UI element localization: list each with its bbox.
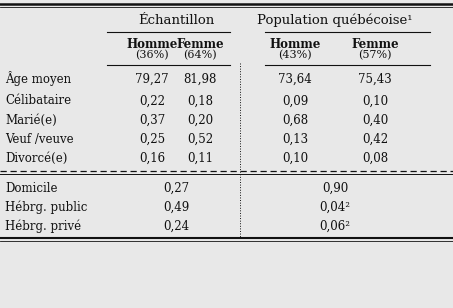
Text: (64%): (64%) bbox=[183, 50, 217, 60]
Text: Population québécoise¹: Population québécoise¹ bbox=[257, 13, 413, 27]
Text: 81,98: 81,98 bbox=[183, 72, 217, 86]
Text: 0,18: 0,18 bbox=[187, 95, 213, 107]
Text: 75,43: 75,43 bbox=[358, 72, 392, 86]
Text: 0,68: 0,68 bbox=[282, 114, 308, 127]
Text: Hébrg. public: Hébrg. public bbox=[5, 200, 87, 214]
Text: 0,10: 0,10 bbox=[362, 95, 388, 107]
Text: 0,13: 0,13 bbox=[282, 132, 308, 145]
Text: Domicile: Domicile bbox=[5, 181, 58, 194]
Text: (36%): (36%) bbox=[135, 50, 169, 60]
Text: Âge moyen: Âge moyen bbox=[5, 71, 71, 87]
Text: 0,16: 0,16 bbox=[139, 152, 165, 164]
Text: Veuf /veuve: Veuf /veuve bbox=[5, 132, 74, 145]
Text: Homme: Homme bbox=[270, 38, 321, 51]
Text: 79,27: 79,27 bbox=[135, 72, 169, 86]
Text: 0,25: 0,25 bbox=[139, 132, 165, 145]
Text: (43%): (43%) bbox=[278, 50, 312, 60]
Text: Marié(e): Marié(e) bbox=[5, 114, 57, 127]
Text: 0,06²: 0,06² bbox=[319, 220, 351, 233]
Text: 0,27: 0,27 bbox=[163, 181, 189, 194]
Text: 0,10: 0,10 bbox=[282, 152, 308, 164]
Text: Femme: Femme bbox=[176, 38, 224, 51]
Text: Hébrg. privé: Hébrg. privé bbox=[5, 219, 81, 233]
Text: 0,49: 0,49 bbox=[163, 201, 189, 213]
Text: Femme: Femme bbox=[351, 38, 399, 51]
Text: 0,90: 0,90 bbox=[322, 181, 348, 194]
Text: 73,64: 73,64 bbox=[278, 72, 312, 86]
Text: 0,42: 0,42 bbox=[362, 132, 388, 145]
Text: (57%): (57%) bbox=[358, 50, 392, 60]
Text: 0,52: 0,52 bbox=[187, 132, 213, 145]
Text: 0,08: 0,08 bbox=[362, 152, 388, 164]
Text: 0,40: 0,40 bbox=[362, 114, 388, 127]
Text: Divorcé(e): Divorcé(e) bbox=[5, 152, 67, 164]
Text: 0,24: 0,24 bbox=[163, 220, 189, 233]
Text: 0,37: 0,37 bbox=[139, 114, 165, 127]
Text: 0,20: 0,20 bbox=[187, 114, 213, 127]
Text: Célibataire: Célibataire bbox=[5, 95, 71, 107]
Text: 0,22: 0,22 bbox=[139, 95, 165, 107]
Text: Échantillon: Échantillon bbox=[138, 14, 214, 26]
Text: 0,09: 0,09 bbox=[282, 95, 308, 107]
Text: 0,11: 0,11 bbox=[187, 152, 213, 164]
Text: Homme: Homme bbox=[126, 38, 178, 51]
Text: 0,04²: 0,04² bbox=[319, 201, 351, 213]
